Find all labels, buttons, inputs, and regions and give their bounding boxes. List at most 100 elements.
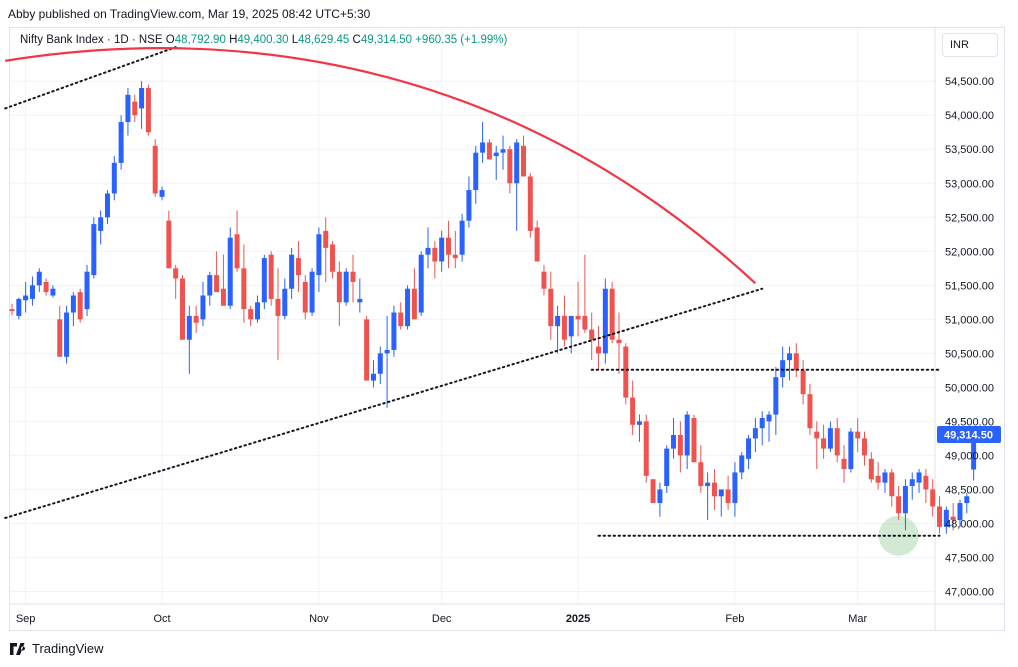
candle-down[interactable] [9, 309, 15, 312]
candle-up[interactable] [50, 288, 56, 296]
candle-up[interactable] [684, 414, 690, 456]
candle-down[interactable] [677, 435, 683, 456]
candle-up[interactable] [493, 152, 499, 157]
candle-up[interactable] [705, 482, 711, 487]
candle-up[interactable] [391, 312, 397, 350]
candle-up[interactable] [64, 312, 70, 357]
candle-down[interactable] [398, 312, 404, 327]
candle-down[interactable] [841, 458, 847, 470]
candle-up[interactable] [384, 349, 390, 354]
candle-down[interactable] [691, 417, 697, 463]
candle-up[interactable] [718, 489, 724, 497]
candle-down[interactable] [248, 309, 254, 320]
candle-up[interactable] [902, 486, 908, 514]
candle-down[interactable] [548, 288, 554, 327]
candle-up[interactable] [786, 353, 792, 361]
candle-up[interactable] [261, 258, 267, 303]
candle-down[interactable] [336, 271, 342, 303]
candle-down[interactable] [57, 319, 63, 357]
candle-up[interactable] [227, 237, 233, 306]
candle-up[interactable] [118, 122, 124, 163]
candle-up[interactable] [964, 496, 970, 504]
candle-down[interactable] [486, 142, 492, 160]
currency-selector[interactable]: INR [942, 33, 998, 57]
candle-up[interactable] [70, 295, 76, 313]
candle-up[interactable] [500, 149, 506, 153]
candle-down[interactable] [180, 278, 185, 340]
candle-up[interactable] [282, 288, 288, 316]
candle-up[interactable] [759, 417, 765, 429]
candle-up[interactable] [255, 302, 261, 320]
trendline-dotted[interactable] [4, 287, 764, 520]
candle-down[interactable] [950, 516, 956, 521]
candle-down[interactable] [350, 271, 356, 282]
candle-up[interactable] [377, 353, 383, 374]
candle-down[interactable] [275, 298, 281, 316]
candle-up[interactable] [664, 448, 670, 487]
candle-up[interactable] [773, 377, 779, 415]
candle-down[interactable] [166, 220, 172, 269]
candle-down[interactable] [432, 247, 438, 262]
candle-down[interactable] [609, 288, 615, 340]
candle-down[interactable] [452, 254, 458, 259]
candle-down[interactable] [868, 458, 874, 480]
candle-down[interactable] [241, 268, 247, 310]
candle-up[interactable] [36, 271, 42, 286]
candle-up[interactable] [971, 434, 977, 470]
candle-down[interactable] [575, 315, 581, 320]
candle-down[interactable] [77, 292, 83, 320]
candle-down[interactable] [930, 489, 936, 507]
candle-down[interactable] [650, 479, 656, 504]
candle-up[interactable] [780, 360, 786, 378]
candle-down[interactable] [725, 489, 731, 504]
candle-down[interactable] [889, 472, 895, 497]
candle-up[interactable] [357, 298, 363, 303]
candle-up[interactable] [91, 224, 97, 276]
candle-up[interactable] [466, 190, 472, 221]
candle-up[interactable] [732, 472, 738, 504]
candle-down[interactable] [507, 149, 513, 184]
candle-down[interactable] [411, 288, 417, 320]
candle-down[interactable] [323, 230, 329, 248]
candle-down[interactable] [152, 145, 158, 194]
candle-down[interactable] [173, 268, 179, 279]
candle-up[interactable] [405, 288, 411, 327]
candle-up[interactable] [370, 373, 376, 381]
candle-down[interactable] [582, 315, 588, 330]
candle-down[interactable] [527, 176, 533, 231]
candle-down[interactable] [800, 370, 806, 395]
candle-down[interactable] [589, 329, 595, 340]
candle-up[interactable] [657, 489, 663, 504]
candle-down[interactable] [145, 88, 151, 133]
candle-down[interactable] [896, 496, 902, 514]
candle-down[interactable] [814, 431, 820, 439]
candle-up[interactable] [309, 271, 315, 313]
candle-up[interactable] [23, 295, 29, 301]
candle-up[interactable] [316, 234, 322, 276]
arc-curve[interactable] [5, 47, 757, 285]
candle-down[interactable] [43, 281, 49, 293]
candle-down[interactable] [862, 438, 867, 456]
candle-down[interactable] [616, 339, 622, 344]
candle-down[interactable] [534, 227, 540, 262]
candle-up[interactable] [125, 94, 131, 123]
candle-down[interactable] [834, 428, 840, 456]
candle-down[interactable] [561, 315, 567, 340]
candle-down[interactable] [541, 271, 547, 289]
candle-up[interactable] [671, 435, 677, 449]
candle-up[interactable] [207, 275, 213, 296]
candle-down[interactable] [364, 319, 370, 381]
candle-up[interactable] [916, 472, 922, 483]
candle-up[interactable] [752, 428, 758, 439]
candle-up[interactable] [602, 288, 608, 354]
candle-down[interactable] [521, 145, 526, 177]
candle-up[interactable] [16, 298, 22, 316]
candle-down[interactable] [807, 394, 813, 429]
candle-down[interactable] [643, 421, 649, 476]
candle-up[interactable] [943, 509, 949, 527]
candle-up[interactable] [636, 421, 642, 425]
candle-up[interactable] [957, 503, 963, 521]
candle-down[interactable] [875, 475, 881, 483]
candle-up[interactable] [555, 315, 561, 327]
